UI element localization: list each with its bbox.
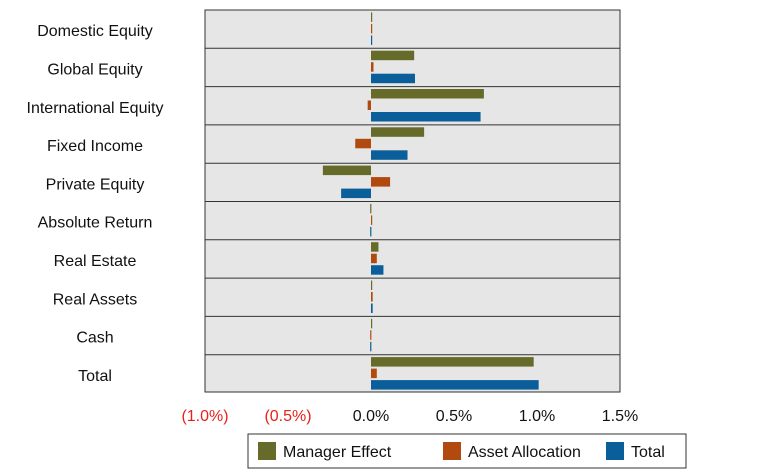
category-label: Fixed Income [47,138,143,155]
bar-manager-effect [371,357,534,367]
bar-total [371,35,373,45]
bar-asset-allocation [367,100,371,110]
bar-total [371,265,384,275]
bar-total [371,150,408,160]
bar-total [371,303,373,313]
bar-total [371,73,415,84]
x-tick-label: 1.5% [602,408,638,425]
bar-asset-allocation [371,215,373,225]
category-label: International Equity [27,100,164,117]
bar-asset-allocation [371,23,373,34]
x-tick-label: 0.5% [436,408,472,425]
bar-manager-effect [370,203,372,214]
bar-total [371,380,539,390]
bar-asset-allocation [371,292,373,302]
plot-border [204,9,621,393]
bar-asset-allocation [371,177,391,187]
x-tick-label: 0.0% [353,408,389,425]
bar-manager-effect [371,12,373,22]
category-label: Global Equity [47,61,142,78]
bar-manager-effect [371,318,373,329]
bar-manager-effect [371,50,415,61]
legend-swatch-asset-allocation [443,442,461,460]
bar-total [371,112,481,122]
bar-asset-allocation [371,62,374,72]
category-label: Total [78,368,112,385]
bar-manager-effect [371,89,484,99]
bar-manager-effect [371,242,379,252]
bar-asset-allocation [370,330,372,340]
category-label: Absolute Return [38,215,153,232]
legend-label-manager-effect: Manager Effect [283,444,392,461]
x-tick-label: (0.5%) [264,408,311,425]
bar-manager-effect [322,165,371,176]
category-label: Cash [76,330,113,347]
x-tick-label: 1.0% [519,408,555,425]
bar-total [370,341,372,352]
bar-manager-effect [371,127,425,137]
legend-label-total: Total [631,444,665,461]
x-tick-label: (1.0%) [181,408,228,425]
bar-asset-allocation [371,368,377,379]
bar-asset-allocation [371,253,377,264]
legend-label-asset-allocation: Asset Allocation [468,444,581,461]
bar-total [370,226,372,237]
legend: Manager Effect Asset Allocation Total [247,433,687,469]
category-label: Real Assets [53,291,137,308]
category-label: Real Estate [54,253,137,270]
bar-total [341,188,371,199]
bar-asset-allocation [355,138,371,149]
category-label: Domestic Equity [37,23,153,40]
bar-manager-effect [371,280,373,290]
legend-swatch-manager-effect [258,442,276,460]
legend-swatch-total [606,442,624,460]
category-label: Private Equity [46,176,145,193]
